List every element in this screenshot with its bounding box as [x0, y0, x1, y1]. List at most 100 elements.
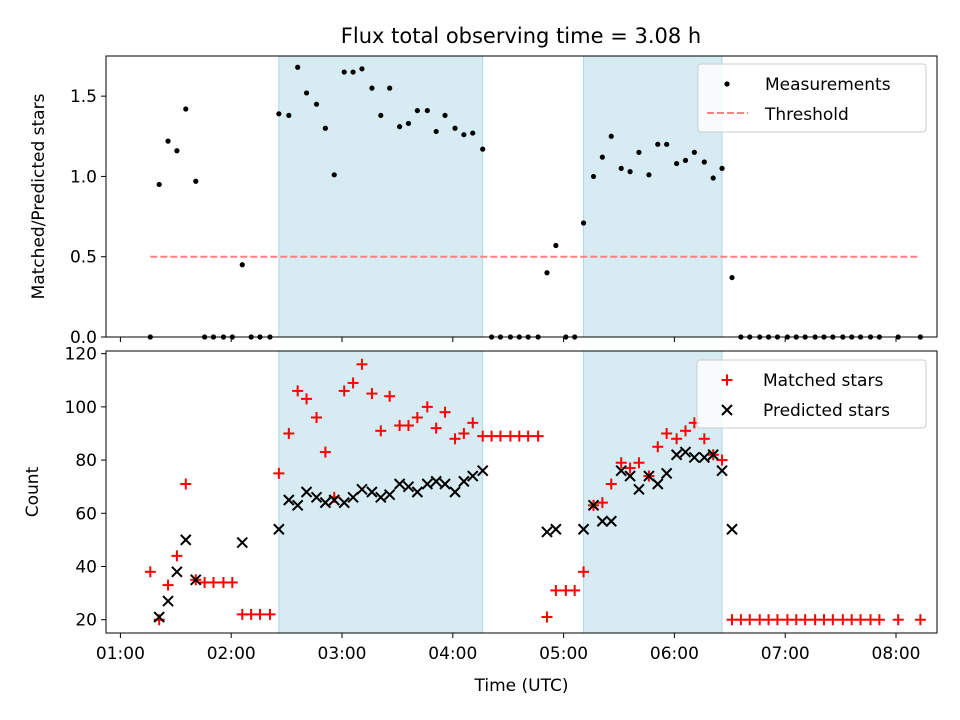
predicted-star-point [716, 465, 728, 477]
matched-star-point [569, 584, 581, 596]
measurement-point [165, 138, 171, 144]
predicted-star-point [541, 526, 553, 538]
measurement-point [341, 69, 347, 75]
cross-stroke [411, 486, 424, 498]
predicted-star-point [375, 491, 387, 504]
predicted-star-point [162, 595, 174, 607]
measurement-point [183, 106, 189, 112]
predicted-star-point [615, 465, 627, 477]
cross-stroke [291, 499, 304, 512]
predicted-star-point [383, 488, 396, 501]
measurement-point [359, 66, 365, 72]
measurement-points [147, 64, 923, 340]
predicted-star-point [624, 470, 636, 482]
measurement-point [608, 133, 614, 139]
predicted-star-point [190, 574, 202, 586]
predicted-star-point [577, 523, 590, 535]
y-tick-label: 100 [65, 398, 97, 418]
measurement-point [387, 85, 393, 91]
predicted-star-point [402, 480, 415, 493]
predicted-star-point [477, 465, 489, 477]
measurement-point [452, 125, 458, 131]
count-points [144, 358, 926, 626]
matched-star-point [430, 422, 442, 434]
bottom-legend-box [696, 359, 927, 429]
x-tick-label: 07:00 [761, 644, 810, 664]
cross-stroke [171, 566, 183, 578]
measurement-point [369, 85, 375, 91]
cross-stroke [477, 465, 489, 477]
cross-stroke [356, 483, 368, 496]
x-tick-label: 04:00 [428, 644, 477, 664]
cross-stroke [273, 523, 285, 535]
cross-stroke [458, 475, 470, 488]
matched-star-point [855, 614, 867, 626]
matched-star-point [532, 430, 544, 442]
cross-stroke [439, 478, 451, 490]
legend-measurements-marker [724, 81, 730, 87]
matched-star-point [467, 417, 479, 429]
matched-star-point [375, 425, 387, 437]
matched-star-point [226, 576, 238, 588]
y-tick-label: 120 [65, 345, 97, 365]
measurement-point [424, 107, 430, 114]
measurement-point [599, 154, 605, 160]
x-tick-label: 05:00 [539, 644, 588, 664]
legend-cross [721, 404, 733, 416]
predicted-star-point [283, 494, 295, 506]
cross-stroke [347, 491, 359, 504]
y-tick-label: 0.5 [70, 248, 97, 268]
measurement-point [691, 149, 697, 155]
y-tick-label: 1.0 [70, 167, 97, 187]
matched-star-point [596, 497, 608, 509]
cross-stroke [300, 486, 313, 498]
matched-star-point [411, 412, 423, 424]
predicted-star-point [356, 483, 368, 496]
cross-stroke [393, 478, 406, 490]
x-tick-label: 01:00 [96, 644, 145, 664]
top-x-ticks [119, 337, 897, 342]
cross-stroke [596, 515, 609, 527]
matched-star-point [541, 611, 553, 623]
predicted-star-point [550, 523, 562, 535]
bottom-legend: Matched stars Predicted stars [696, 359, 927, 429]
matched-star-point [698, 433, 710, 445]
top-y-ticks: 0.0 0.5 1.0 1.5 [70, 87, 106, 348]
measurement-point [553, 242, 559, 249]
cross-stroke [577, 523, 590, 535]
predicted-star-point [430, 475, 442, 488]
matched-star-point [254, 608, 266, 620]
cross-stroke [660, 467, 673, 480]
measurement-point [719, 165, 725, 171]
cross-stroke [467, 470, 479, 482]
predicted-star-point [310, 491, 323, 504]
predicted-star-point [411, 486, 424, 498]
cross-stroke [698, 451, 711, 464]
cross-stroke [449, 486, 461, 498]
matched-star-point [615, 457, 627, 469]
matched-star-point [633, 457, 645, 469]
bottom-y-ticks: 20 40 60 80 100 120 [65, 345, 106, 631]
matched-star-point [624, 462, 636, 474]
matched-star-point [207, 576, 219, 588]
legend-matched-label: Matched stars [763, 371, 883, 391]
matched-star-point [338, 385, 350, 397]
cross-stroke [421, 478, 434, 490]
predicted-star-point [670, 449, 683, 461]
cross-stroke [375, 491, 387, 504]
measurement-point [442, 112, 448, 119]
matched-star-point [273, 467, 285, 479]
matched-star-point [799, 614, 811, 626]
matched-star-point [384, 390, 396, 402]
cross-stroke [338, 496, 350, 509]
matched-star-point [494, 430, 506, 442]
measurement-point [627, 169, 633, 175]
x-tick-label: 02:00 [207, 644, 256, 664]
y-tick-label: 40 [75, 557, 97, 577]
cross-stroke [587, 499, 600, 512]
x-tick-label: 06:00 [650, 644, 699, 664]
top-y-axis-label: Matched/Predicted stars [29, 93, 49, 299]
cross-stroke [541, 526, 553, 538]
y-tick-label: 60 [75, 504, 97, 524]
cross-stroke [328, 494, 340, 506]
